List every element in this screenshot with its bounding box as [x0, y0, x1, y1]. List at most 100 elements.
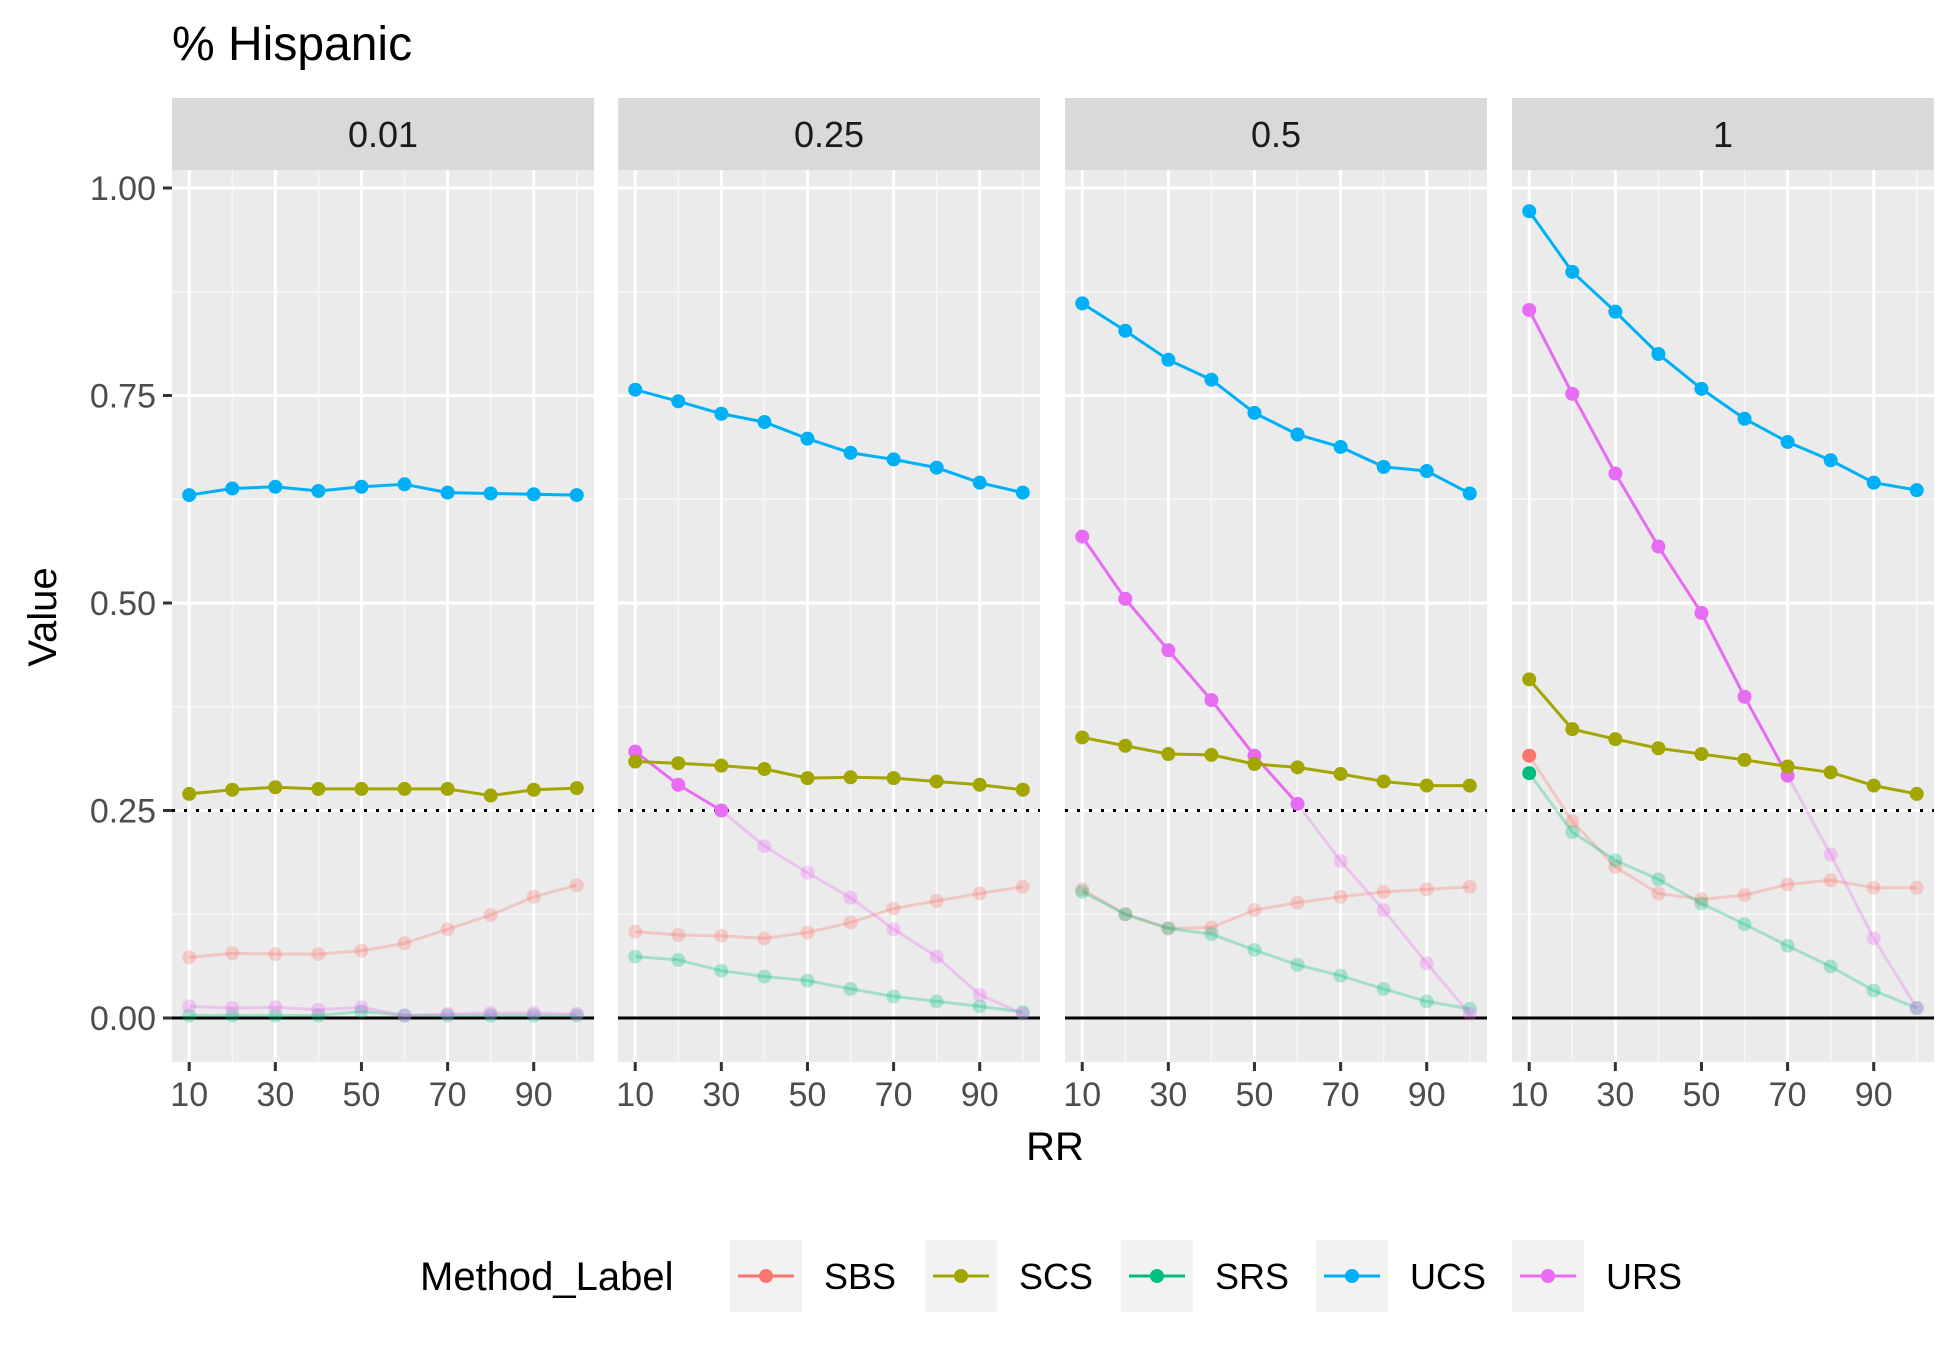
series-segment — [935, 955, 981, 996]
data-point — [972, 777, 987, 792]
data-point — [569, 781, 584, 796]
data-point — [671, 394, 686, 409]
facet-panel-0: 0.01 10 30 50 70 90 — [170, 98, 594, 1114]
x-tick-label: 70 — [875, 1076, 913, 1114]
series-segment — [232, 1005, 276, 1010]
series-segment — [1124, 912, 1169, 930]
data-point — [1118, 591, 1133, 606]
series-segment — [1254, 762, 1298, 769]
data-point — [1161, 352, 1176, 367]
data-point — [714, 406, 729, 421]
series-segment — [361, 1009, 405, 1018]
data-point — [714, 963, 729, 978]
data-point — [1565, 722, 1580, 737]
series-sbs — [182, 878, 584, 965]
series-segment — [1124, 912, 1169, 930]
panel-background — [172, 170, 594, 1062]
data-point — [1075, 529, 1090, 544]
x-tick-label: 90 — [1855, 1076, 1893, 1114]
series-segment — [1296, 802, 1342, 863]
y-tick-label: 0.50 — [90, 585, 156, 623]
series-segment — [678, 761, 722, 768]
series-segment — [1297, 433, 1342, 449]
data-point — [268, 947, 283, 962]
x-tick-label: 10 — [1510, 1076, 1548, 1114]
data-point — [1247, 903, 1262, 918]
series-segment — [1527, 754, 1574, 823]
series-segment — [1426, 885, 1470, 891]
data-point — [886, 989, 901, 1004]
legend-item-sbs: SBS — [730, 1240, 896, 1312]
series-segment — [1340, 772, 1384, 783]
data-point — [1161, 921, 1176, 936]
data-point — [225, 1001, 240, 1016]
data-point — [397, 781, 412, 796]
data-point — [1651, 872, 1666, 887]
x-tick-label: 70 — [1322, 1076, 1360, 1114]
series-segment — [677, 399, 722, 416]
data-point — [1376, 459, 1391, 474]
x-tick-label: 10 — [616, 1076, 654, 1114]
facet-strip-label: 0.5 — [1251, 114, 1301, 155]
data-point — [1651, 741, 1666, 756]
data-point — [354, 781, 369, 796]
data-point — [886, 922, 901, 937]
data-point — [929, 774, 944, 789]
data-point — [671, 952, 686, 967]
data-point — [1565, 814, 1580, 829]
data-point — [1780, 877, 1795, 892]
series-segment — [1829, 965, 1875, 992]
data-point — [1333, 968, 1348, 983]
data-point — [1608, 732, 1623, 747]
data-point — [843, 915, 858, 930]
data-point — [483, 788, 498, 803]
data-point — [1694, 381, 1709, 396]
series-segment — [936, 892, 980, 903]
facet-panel-3: 1 10 30 50 70 90 — [1510, 98, 1934, 1114]
x-tick-label: 70 — [1769, 1076, 1807, 1114]
data-point — [1737, 689, 1752, 704]
data-point — [225, 782, 240, 797]
data-point — [1522, 672, 1537, 687]
series-segment — [533, 883, 578, 899]
series-scs — [1522, 672, 1924, 801]
facet-panel-1: 0.25 10 30 50 70 90 — [616, 98, 1040, 1114]
data-point — [1376, 884, 1391, 899]
data-point — [354, 1004, 369, 1019]
data-point — [1909, 1001, 1924, 1016]
data-point — [268, 780, 283, 795]
series-segment — [1383, 887, 1427, 894]
legend-item-ucs: UCS — [1316, 1240, 1486, 1312]
series-segment — [232, 785, 276, 792]
data-point — [757, 762, 772, 776]
data-point — [800, 771, 815, 786]
series-ucs — [182, 477, 584, 503]
series-segment — [1425, 962, 1471, 1015]
data-point — [1462, 778, 1477, 793]
series-segment — [1743, 417, 1789, 444]
series-segment — [1340, 890, 1384, 899]
x-tick-label: 10 — [1063, 1076, 1101, 1114]
series-segment — [1570, 393, 1617, 475]
series-segment — [807, 979, 851, 991]
series-segment — [1873, 784, 1918, 796]
series-segment — [1081, 735, 1126, 748]
series-segment — [1382, 909, 1428, 965]
data-point — [182, 950, 197, 965]
facet-panel-2: 0.5 10 30 50 70 90 — [1063, 98, 1487, 1114]
series-scs — [182, 780, 584, 803]
series-segment — [447, 1011, 491, 1016]
series-segment — [1210, 699, 1256, 757]
data-point — [843, 770, 858, 785]
series-segment — [720, 809, 766, 848]
series-segment — [1210, 908, 1256, 929]
data-point — [354, 479, 369, 494]
data-point — [1247, 942, 1262, 957]
data-point — [886, 452, 901, 467]
y-tick-label: 0.75 — [90, 378, 156, 416]
series-segment — [893, 994, 937, 1003]
series-segment — [533, 786, 577, 792]
data-point — [757, 415, 772, 430]
legend-key-point — [1541, 1269, 1555, 1283]
data-point — [929, 994, 944, 1009]
